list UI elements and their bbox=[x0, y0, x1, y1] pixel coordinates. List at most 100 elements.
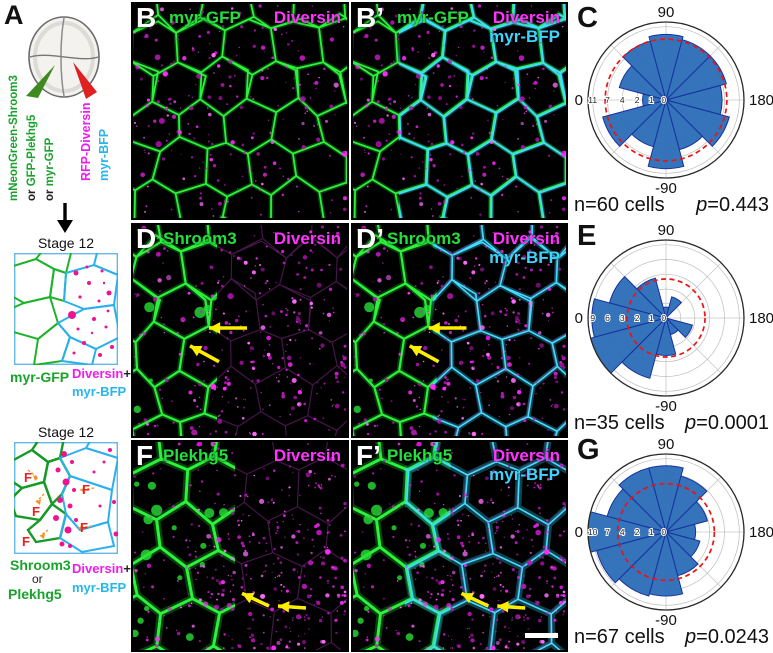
svg-text:10: 10 bbox=[588, 527, 598, 537]
channel-label-green: myr-GFP bbox=[397, 8, 469, 27]
rose-wedges bbox=[602, 33, 730, 170]
channel-label-magenta: Diversin bbox=[273, 229, 341, 248]
channel-label-green: Plekhg5 bbox=[387, 446, 453, 465]
channel-label-green: Plekhg5 bbox=[163, 446, 229, 465]
channel-label-magenta: Diversin bbox=[273, 446, 341, 465]
microscopy-image bbox=[353, 4, 566, 218]
svg-text:1: 1 bbox=[649, 95, 654, 105]
down-arrow-icon bbox=[57, 203, 73, 233]
legend-myr-bfp-1: myr-BFP bbox=[72, 384, 127, 399]
channel-label-green: Shroom3 bbox=[163, 229, 237, 248]
rose-wedge bbox=[608, 275, 668, 319]
rose-wedge bbox=[648, 465, 684, 534]
svg-text:2: 2 bbox=[635, 95, 640, 105]
scale-bar bbox=[525, 633, 558, 638]
legend-or: or bbox=[32, 572, 43, 586]
expected-uniform-circle bbox=[604, 38, 728, 162]
n-cells-label: n=67 cells bbox=[574, 626, 665, 648]
microscopy-image bbox=[133, 225, 347, 436]
svg-text:9: 9 bbox=[590, 313, 595, 323]
label-gfp-plekhg5: or GFP-Plekhg5 bbox=[26, 114, 38, 201]
rose-wedge bbox=[647, 98, 685, 170]
channel-label-green: Shroom3 bbox=[387, 229, 461, 248]
rose-wedge bbox=[596, 531, 668, 584]
svg-text:2: 2 bbox=[635, 527, 640, 537]
diversin-puncta bbox=[353, 4, 566, 217]
channel-label-magenta: Diversin bbox=[492, 229, 560, 248]
label-rfp-diversin: RFP-Diversin bbox=[79, 102, 93, 182]
svg-text:4: 4 bbox=[620, 95, 625, 105]
panel-letter-B: B bbox=[136, 2, 157, 33]
yellow-arrow-icon bbox=[209, 322, 247, 334]
svg-text:3: 3 bbox=[620, 313, 625, 323]
micro-panel-B-prime: B’ myr-GFP Diversin myr-BFP bbox=[351, 2, 568, 220]
channel-label-magenta: Diversin bbox=[492, 446, 560, 465]
svg-text:11: 11 bbox=[588, 95, 597, 105]
microscopy-image bbox=[133, 442, 347, 650]
micro-panel-D: D Shroom3 Diversin bbox=[131, 223, 349, 438]
yellow-arrow-icon bbox=[428, 322, 467, 334]
radial-tick-labels: 11 7 4 2 1 0 bbox=[587, 94, 667, 106]
panel-letter-D: D bbox=[136, 223, 157, 254]
n-cells-label: n=60 cells bbox=[574, 194, 665, 216]
micro-panel-F-prime: F’ Plekhg5 Diversin myr-BFP bbox=[351, 440, 568, 652]
legend-diversin-plus-1: Diversin+ bbox=[72, 366, 131, 381]
micro-panel-F: F Plekhg5 Diversin bbox=[131, 440, 349, 652]
diversin-puncta bbox=[354, 225, 566, 436]
green-arrowhead bbox=[26, 65, 55, 98]
yellow-arrow-icon bbox=[460, 591, 490, 608]
svg-text:0: 0 bbox=[661, 527, 666, 537]
n-cells-label: n=35 cells bbox=[574, 412, 665, 434]
red-arrowhead bbox=[73, 62, 97, 99]
microscopy-image bbox=[133, 4, 347, 218]
micro-panel-B: B myr-GFP Diversin bbox=[131, 2, 349, 220]
channel-label-cyan: myr-BFP bbox=[489, 248, 560, 267]
microscopy-image bbox=[353, 225, 566, 436]
rose-wedges bbox=[587, 465, 709, 597]
stage12-diagram-constriction: F F F F F bbox=[14, 442, 118, 554]
embryo-drawing bbox=[26, 16, 100, 99]
rose-wedge bbox=[665, 296, 683, 320]
svg-text:1: 1 bbox=[649, 527, 654, 537]
svg-text:7: 7 bbox=[605, 95, 610, 105]
diversin-puncta bbox=[353, 442, 566, 650]
svg-text:0: 0 bbox=[661, 95, 666, 105]
rose-wedge bbox=[602, 99, 668, 148]
p-value-label: p=0.0243 bbox=[685, 626, 769, 648]
label-myr-bfp-injection: myr-BFP bbox=[97, 128, 111, 181]
f-annotation: F bbox=[82, 482, 90, 497]
panel-letter-C: C bbox=[577, 2, 598, 34]
rose-wedge bbox=[664, 500, 709, 533]
panel-letter-B-prime: B’ bbox=[356, 2, 384, 33]
svg-text:2: 2 bbox=[635, 313, 640, 323]
f-annotation: F bbox=[80, 520, 88, 535]
svg-text:-90: -90 bbox=[655, 612, 677, 628]
svg-text:1: 1 bbox=[649, 313, 654, 323]
svg-text:-90: -90 bbox=[655, 180, 677, 196]
yellow-arrow-icon bbox=[277, 601, 307, 613]
svg-text:0: 0 bbox=[575, 92, 583, 109]
yellow-arrow-icon bbox=[408, 344, 440, 364]
panel-letter-E: E bbox=[577, 220, 597, 252]
orange-dashed-arrows bbox=[27, 469, 95, 537]
f-annotation: F bbox=[24, 470, 32, 485]
micro-panel-D-prime: D’ Shroom3 Diversin myr-BFP bbox=[351, 223, 568, 438]
svg-text:7: 7 bbox=[605, 527, 610, 537]
legend-myr-bfp-2: myr-BFP bbox=[72, 580, 127, 595]
rose-wedge bbox=[665, 475, 708, 534]
panel-a-letter: A bbox=[4, 0, 24, 30]
svg-text:180: 180 bbox=[749, 310, 773, 327]
rose-plot-region-G: G n=67 cells p=0.0243 10 7 4 2 1 0 90 180 0 -90 bbox=[572, 432, 773, 653]
stage12-diagram-mosaic bbox=[14, 253, 118, 365]
svg-text:90: 90 bbox=[658, 4, 675, 21]
f-annotation: F bbox=[32, 504, 40, 519]
panel-letter-F: F bbox=[136, 440, 154, 471]
legend-plekhg5: Plekhg5 bbox=[8, 586, 62, 602]
diversin-puncta bbox=[133, 442, 347, 650]
